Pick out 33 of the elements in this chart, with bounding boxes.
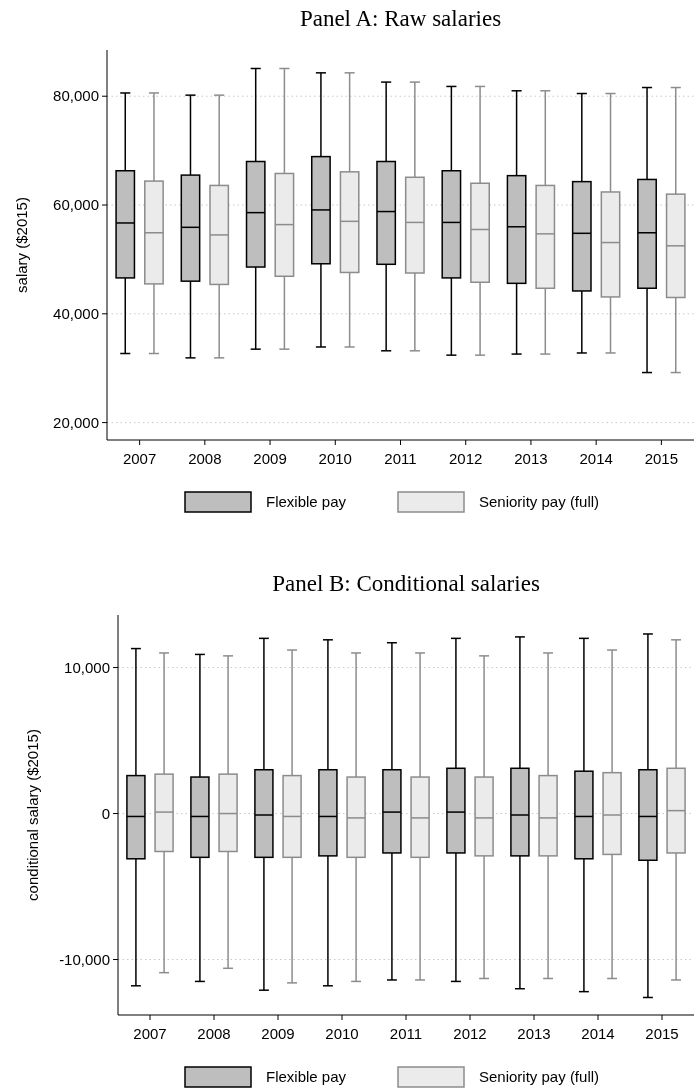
legend-label: Seniority pay (full) [479,1068,600,1086]
y-tick-label: 80,000 [53,87,99,105]
legend-label: Flexible pay [266,1068,347,1086]
x-tick-label: 2013 [517,1025,551,1042]
y-tick-label: 10,000 [64,658,110,676]
x-tick-label: 2015 [645,1025,679,1042]
x-tick-label: 2007 [133,1025,167,1042]
x-tick-label: 2009 [253,450,287,467]
chart-title: Panel B: Conditional salaries [272,571,540,596]
x-tick-label: 2014 [581,1025,615,1042]
x-tick-label: 2011 [389,1025,423,1042]
y-tick-label: 60,000 [53,196,99,214]
x-tick-label: 2012 [453,1025,487,1042]
x-tick-label: 2013 [514,450,548,467]
y-axis-title: salary ($2015) [13,197,30,293]
x-tick-label: 2010 [325,1025,359,1042]
x-tick-label: 2009 [261,1025,295,1042]
x-tick-label: 2015 [644,450,679,467]
legend-label: Flexible pay [266,493,347,511]
x-tick-label: 2014 [579,450,613,467]
x-tick-label: 2012 [449,450,483,467]
x-tick-label: 2008 [197,1025,231,1042]
y-axis-title: conditional salary ($2015) [24,729,41,901]
x-tick-label: 2008 [188,450,222,467]
legend-label: Seniority pay (full) [479,493,600,511]
x-tick-label: 2010 [318,450,352,467]
y-tick-label: 40,000 [53,305,99,323]
y-tick-label: -10,000 [59,950,110,968]
chart-title: Panel A: Raw salaries [299,6,502,31]
x-tick-label: 2011 [384,450,417,467]
y-tick-label: 20,000 [53,413,99,431]
y-tick-label: 0 [101,804,110,822]
x-tick-label: 2007 [122,450,157,467]
